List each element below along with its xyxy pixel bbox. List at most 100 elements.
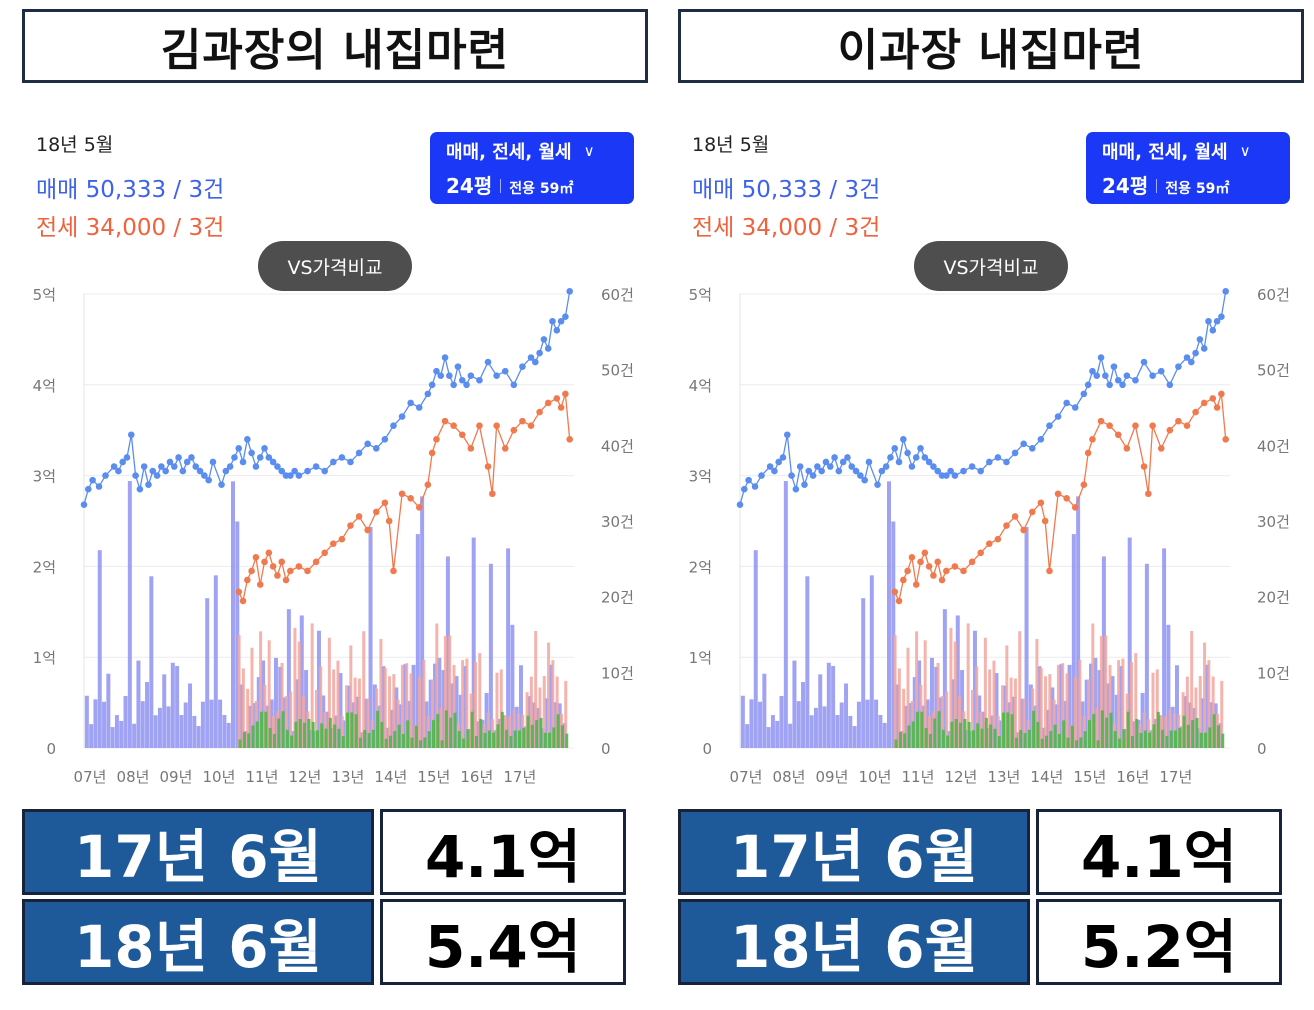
volume-bar — [1152, 724, 1156, 748]
volume-bar — [980, 728, 984, 748]
data-point — [934, 558, 942, 566]
volume-bar — [1174, 665, 1179, 748]
volume-bar — [371, 729, 375, 748]
volume-bar — [1015, 732, 1020, 748]
x-tick-label: 11년 — [245, 768, 278, 786]
data-point — [1157, 445, 1165, 452]
volume-bar — [1113, 731, 1117, 748]
data-point — [132, 472, 139, 479]
volume-bar — [368, 527, 373, 748]
volume-bar — [822, 706, 827, 748]
volume-bar — [291, 731, 296, 748]
stat-period-label: 18년 6월 — [678, 899, 1030, 985]
trade-type-filter-button[interactable]: 매매, 전세, 월세 ∨ 24평 전용 59㎡ — [430, 132, 634, 204]
volume-bar — [342, 720, 347, 748]
data-point — [1183, 354, 1191, 361]
volume-bar — [372, 684, 377, 748]
volume-bar — [1046, 709, 1051, 748]
volume-bar — [89, 724, 94, 748]
data-point — [1140, 358, 1148, 366]
volume-bar — [1130, 736, 1134, 748]
x-tick-label: 07년 — [74, 768, 107, 786]
volume-bar — [334, 715, 339, 748]
volume-bar — [1194, 687, 1198, 748]
data-point — [458, 431, 466, 439]
vs-compare-button[interactable]: VS가격비교 — [914, 241, 1068, 291]
vs-compare-button[interactable]: VS가격비교 — [258, 241, 412, 291]
volume-bar — [127, 481, 132, 748]
volume-bar — [539, 718, 543, 748]
data-point — [338, 535, 346, 543]
volume-bar — [278, 666, 283, 748]
y-tick-label: 5억 — [33, 286, 56, 304]
volume-bar — [170, 662, 175, 748]
y-tick-label: 1억 — [689, 649, 712, 667]
volume-bar — [324, 728, 328, 748]
volume-bar — [486, 712, 490, 748]
volume-bar — [779, 695, 784, 748]
volume-bar — [381, 666, 386, 748]
data-point — [484, 463, 492, 470]
filter-label: 매매, 전세, 월세 — [1102, 142, 1228, 163]
x-tick-label: 13년 — [331, 768, 364, 786]
panel-title: 김과장의 내집마련 — [22, 9, 648, 83]
data-point — [532, 358, 539, 366]
data-point — [226, 463, 234, 470]
volume-bar — [1196, 728, 1201, 748]
volume-bar — [1212, 714, 1216, 748]
volume-bar — [1221, 733, 1225, 748]
volume-bar — [946, 735, 950, 748]
data-point — [947, 467, 954, 475]
volume-bar — [856, 701, 861, 748]
data-point — [321, 549, 329, 557]
volume-bar — [770, 715, 775, 748]
data-point — [878, 467, 886, 475]
volume-bar — [452, 664, 456, 748]
data-point — [822, 458, 830, 466]
data-point — [312, 463, 320, 470]
volume-bar — [410, 737, 414, 748]
data-point — [467, 372, 475, 380]
data-point — [458, 376, 466, 384]
data-point — [801, 481, 808, 488]
volume-bar — [218, 699, 223, 748]
volume-bar — [327, 637, 331, 748]
volume-bar — [239, 684, 244, 748]
volume-bar — [351, 702, 356, 748]
data-point — [1175, 363, 1182, 370]
volume-bar — [835, 715, 840, 748]
volume-bar — [1126, 711, 1130, 748]
filter-pyeong: 24평 — [1102, 174, 1149, 198]
volume-bar — [1027, 729, 1031, 748]
volume-bar — [483, 733, 487, 748]
volume-bar — [384, 738, 388, 748]
volume-bar — [916, 711, 920, 748]
data-point — [1200, 345, 1208, 352]
volume-bar — [298, 719, 302, 748]
volume-bar — [552, 727, 556, 748]
data-point — [381, 435, 389, 443]
volume-bar — [1192, 707, 1197, 748]
volume-bar — [1023, 733, 1027, 748]
volume-bar — [321, 695, 326, 748]
data-point — [248, 449, 255, 457]
volume-bar — [1011, 696, 1016, 748]
jeonse-summary: 전세 34,000 / 3건 — [36, 215, 225, 241]
volume-bar — [861, 598, 866, 748]
volume-bar — [1211, 676, 1215, 748]
trade-type-filter-button[interactable]: 매매, 전세, 월세 ∨ 24평 전용 59㎡ — [1086, 132, 1290, 204]
data-point — [895, 597, 903, 605]
data-point — [149, 467, 157, 475]
volume-bar — [894, 739, 898, 748]
data-point — [934, 467, 942, 475]
x-tick-label: 17년 — [503, 768, 536, 786]
data-point — [244, 576, 251, 584]
volume-bar — [102, 701, 107, 748]
volume-bar — [1216, 725, 1220, 748]
volume-bar — [874, 699, 879, 748]
data-point — [904, 449, 911, 457]
x-tick-label: 09년 — [816, 768, 849, 786]
data-point — [428, 381, 436, 389]
data-point — [895, 458, 903, 466]
volume-bar — [496, 724, 500, 748]
